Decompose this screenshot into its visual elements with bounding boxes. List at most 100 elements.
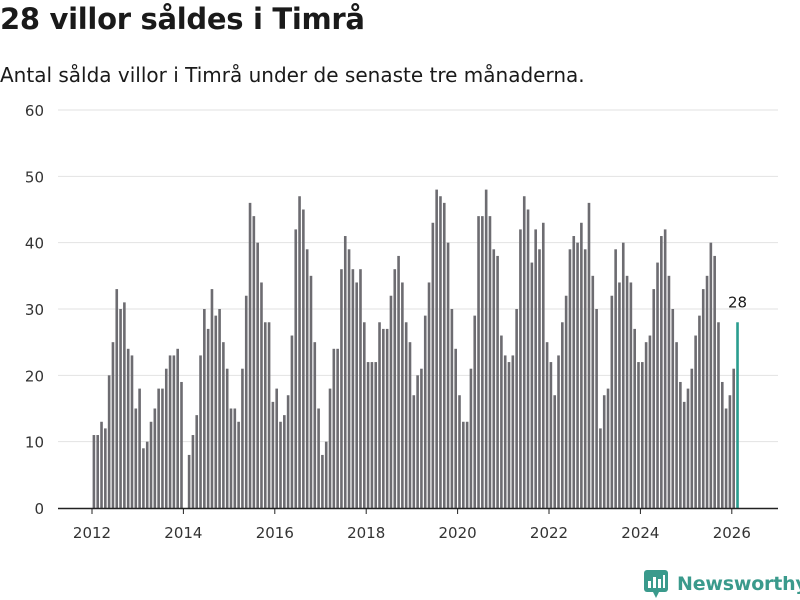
bar bbox=[187, 454, 191, 508]
x-tick-label: 2022 bbox=[530, 524, 568, 542]
bar bbox=[621, 242, 625, 509]
bar bbox=[462, 421, 465, 508]
bar bbox=[599, 428, 602, 508]
brand-logo[interactable]: Newsworthy bbox=[644, 568, 800, 600]
bar bbox=[142, 448, 145, 508]
bar bbox=[321, 454, 324, 508]
bar bbox=[397, 255, 400, 508]
y-tick-label: 30 bbox=[25, 301, 44, 319]
bar bbox=[180, 381, 183, 508]
bar bbox=[149, 421, 153, 508]
bar bbox=[652, 289, 656, 508]
bar bbox=[549, 362, 553, 508]
x-tick-label: 2018 bbox=[347, 524, 385, 542]
bar bbox=[656, 262, 659, 508]
bar bbox=[503, 355, 507, 508]
bar bbox=[618, 282, 621, 508]
x-tick-label: 2026 bbox=[713, 524, 751, 542]
bar bbox=[340, 269, 343, 508]
bar bbox=[682, 401, 686, 508]
bar bbox=[309, 275, 313, 508]
bar bbox=[511, 355, 515, 508]
bar bbox=[302, 209, 305, 508]
bar bbox=[256, 242, 259, 509]
bar bbox=[96, 435, 100, 508]
bar bbox=[663, 229, 667, 508]
bar bbox=[401, 282, 404, 508]
bar bbox=[218, 309, 221, 508]
bar bbox=[591, 275, 595, 508]
bar bbox=[172, 355, 176, 508]
brand-name: Newsworthy bbox=[677, 573, 800, 595]
bar bbox=[145, 441, 149, 508]
bar bbox=[203, 309, 206, 508]
bar bbox=[119, 309, 122, 508]
bar bbox=[602, 395, 606, 508]
bar bbox=[728, 395, 732, 508]
bar bbox=[332, 348, 336, 508]
bar bbox=[660, 236, 663, 508]
bar bbox=[347, 249, 351, 509]
bar bbox=[351, 269, 355, 508]
bar bbox=[667, 275, 671, 508]
x-tick-label: 2014 bbox=[164, 524, 202, 542]
bar bbox=[633, 328, 636, 508]
bar bbox=[195, 415, 199, 508]
bar bbox=[564, 295, 568, 508]
bar bbox=[222, 342, 225, 508]
bar bbox=[732, 368, 736, 508]
bar bbox=[279, 421, 282, 508]
bar bbox=[541, 222, 545, 508]
bar bbox=[404, 322, 408, 508]
bar bbox=[104, 428, 107, 508]
bar bbox=[606, 388, 610, 508]
y-tick-label: 20 bbox=[25, 367, 44, 385]
bar bbox=[290, 335, 294, 508]
bar bbox=[484, 189, 488, 508]
bar bbox=[275, 388, 279, 508]
bar bbox=[393, 269, 397, 508]
bar bbox=[709, 242, 713, 509]
bar bbox=[271, 401, 275, 508]
bar bbox=[545, 342, 549, 508]
bar bbox=[648, 335, 652, 508]
bar bbox=[317, 408, 320, 508]
bar bbox=[362, 322, 366, 508]
y-tick-label: 0 bbox=[34, 500, 44, 518]
bar bbox=[477, 216, 480, 508]
newsworthy-logo-icon bbox=[644, 570, 668, 598]
bar bbox=[690, 368, 694, 508]
bar bbox=[526, 209, 530, 508]
bar bbox=[313, 342, 317, 508]
highlight-data-label: 28 bbox=[728, 293, 747, 311]
bar bbox=[595, 309, 598, 508]
bar bbox=[625, 275, 629, 508]
bar bbox=[294, 229, 298, 508]
bar bbox=[343, 236, 347, 508]
bar bbox=[298, 196, 301, 509]
bar bbox=[686, 388, 690, 508]
bar bbox=[305, 249, 309, 509]
bar bbox=[446, 242, 450, 509]
bar bbox=[500, 335, 503, 508]
bar bbox=[199, 355, 202, 508]
bar bbox=[675, 342, 678, 508]
bar bbox=[701, 289, 705, 508]
bar bbox=[553, 395, 557, 508]
bar bbox=[580, 222, 583, 508]
bar bbox=[164, 368, 168, 508]
chart-title: 28 villor såldes i Timrå bbox=[0, 2, 365, 36]
bar bbox=[385, 328, 389, 508]
bar bbox=[107, 375, 111, 508]
bar bbox=[530, 262, 534, 508]
bar bbox=[283, 415, 286, 508]
bar bbox=[123, 302, 126, 508]
bar bbox=[263, 322, 267, 508]
bar bbox=[583, 249, 587, 509]
bar bbox=[115, 289, 119, 508]
bar bbox=[515, 309, 518, 508]
bar bbox=[720, 381, 724, 508]
bar bbox=[138, 388, 141, 508]
bar bbox=[248, 202, 252, 508]
bar bbox=[492, 249, 496, 509]
